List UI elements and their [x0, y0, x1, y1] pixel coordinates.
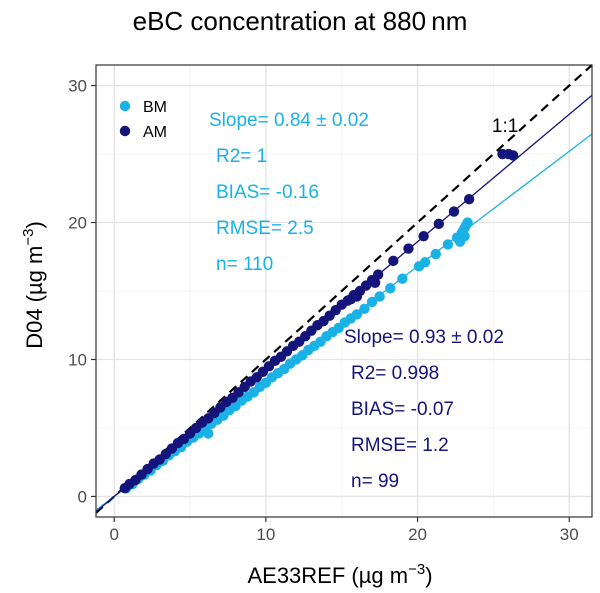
- legend-label-bm: BM: [143, 99, 167, 116]
- x-axis-label: AE33REF (µg m−3): [247, 561, 432, 588]
- point-bm: [359, 303, 370, 315]
- y-tick-label: 0: [78, 487, 87, 506]
- point-am: [372, 269, 384, 280]
- point-bm: [442, 239, 454, 250]
- one-to-one-label: 1:1: [492, 116, 518, 137]
- point-bm: [385, 283, 396, 294]
- y-tick-label: 30: [68, 77, 87, 96]
- legend-label-am: AM: [143, 124, 167, 141]
- point-bm: [430, 248, 441, 260]
- plot-border: [95, 64, 593, 518]
- legend-marker-am: [119, 125, 131, 137]
- axis-ticks: [91, 84, 570, 522]
- point-am: [448, 206, 460, 217]
- point-am: [351, 291, 363, 302]
- stat-line: BIAS= -0.16: [216, 182, 319, 203]
- tick-labels: 0 10 20 30 0 10 20 30: [68, 77, 579, 544]
- stat-line: n= 110: [216, 254, 273, 275]
- stat-line: R2= 1: [216, 146, 267, 167]
- point-bm: [419, 257, 431, 268]
- point-bm: [366, 296, 378, 308]
- legend: BM AM: [119, 99, 167, 141]
- point-am: [388, 255, 399, 267]
- point-bm: [454, 236, 466, 247]
- stat-line: Slope= 0.84 ± 0.02: [209, 110, 369, 131]
- point-bm: [351, 309, 363, 320]
- chart-title: eBC concentration at 880 nm: [133, 6, 468, 36]
- stat-line: R2= 0.998: [351, 363, 439, 384]
- x-tick-label: 30: [560, 525, 579, 544]
- x-tick-label: 10: [256, 525, 275, 544]
- point-bm: [462, 217, 473, 228]
- stat-line: RMSE= 1.2: [351, 435, 449, 456]
- y-tick-label: 10: [68, 350, 87, 369]
- stat-line: RMSE= 2.5: [216, 218, 314, 239]
- grid: [96, 65, 592, 517]
- bm-stats: Slope= 0.84 ± 0.02 R2= 1 BIAS= -0.16 RMSE= …: [209, 110, 369, 275]
- point-bm: [397, 273, 408, 284]
- am-stats: Slope= 0.93 ± 0.02 R2= 0.998 BIAS= -0.07 RM…: [344, 327, 504, 492]
- stat-line: BIAS= -0.07: [351, 399, 454, 420]
- point-bm: [203, 428, 214, 439]
- point-am: [369, 277, 381, 288]
- legend-marker-bm: [119, 100, 131, 112]
- point-am: [507, 150, 519, 161]
- point-am: [463, 194, 475, 205]
- point-am: [433, 218, 445, 230]
- data-points: [119, 148, 519, 494]
- x-tick-label: 20: [408, 525, 427, 544]
- point-am: [418, 231, 429, 242]
- x-tick-label: 0: [109, 525, 118, 544]
- point-am: [403, 243, 414, 254]
- stat-line: n= 99: [351, 471, 399, 492]
- y-axis-label: D04 (µg m−3): [20, 221, 47, 349]
- point-bm: [374, 291, 385, 302]
- stat-line: Slope= 0.93 ± 0.02: [344, 327, 504, 348]
- y-tick-label: 20: [68, 214, 87, 233]
